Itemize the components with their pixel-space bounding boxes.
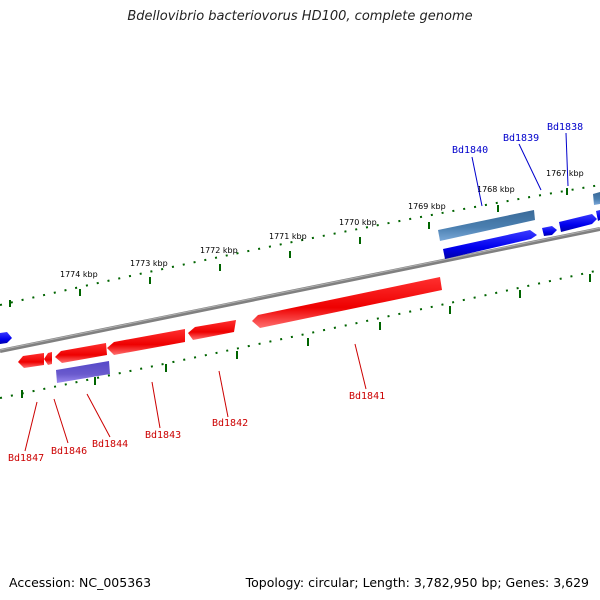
tick-label-1769: 1769 kbp [408, 202, 446, 211]
gene-label-bd1838[interactable]: Bd1838 [547, 122, 583, 133]
forward-gene-bd1839[interactable] [542, 226, 557, 236]
gene-label-bd1844[interactable]: Bd1844 [92, 439, 128, 450]
genome-backbone [0, 227, 600, 353]
tick-label-1774: 1774 kbp [60, 270, 98, 279]
forward-gene-bd1838[interactable] [559, 214, 597, 232]
forward-label-leaders [471, 132, 569, 207]
forward-gene-bd1840[interactable] [443, 230, 537, 259]
tick-label-1771: 1771 kbp [269, 232, 307, 241]
gene-label-bd1840[interactable]: Bd1840 [452, 145, 488, 156]
gene-label-bd1842[interactable]: Bd1842 [212, 418, 248, 429]
tick-label-1767: 1767 kbp [546, 169, 584, 178]
forward-gene-edge[interactable] [596, 210, 600, 221]
reverse-gene-bd1846[interactable] [44, 352, 52, 365]
topology-label: Topology: circular; Length: 3,782,950 bp… [245, 575, 589, 590]
tick-label-1770: 1770 kbp [339, 218, 377, 227]
reverse-gene-bd1841[interactable] [252, 277, 442, 328]
forward-gene-steel-feature[interactable] [438, 210, 535, 241]
reverse-label-leaders [24, 343, 367, 452]
reverse-gene-bd1847[interactable] [18, 353, 44, 368]
forward-feature-edge[interactable] [593, 192, 600, 205]
reverse-feature-purple[interactable] [56, 361, 110, 383]
inner-major-ticks [21, 274, 591, 398]
forward-gene-left-edge[interactable] [0, 332, 12, 344]
reverse-gene-bd1843[interactable] [107, 329, 185, 355]
reverse-gene-bd1844[interactable] [55, 343, 107, 363]
gene-label-bd1839[interactable]: Bd1839 [503, 133, 539, 144]
accession-label: Accession: NC_005363 [9, 575, 152, 590]
gene-label-bd1846[interactable]: Bd1846 [51, 446, 87, 457]
outer-tick-ring [0, 184, 600, 306]
genome-title: Bdellovibrio bacteriovorus HD100, comple… [127, 9, 473, 24]
reverse-gene-bd1842[interactable] [188, 320, 236, 340]
outer-major-ticks [9, 188, 568, 307]
gene-label-bd1843[interactable]: Bd1843 [145, 430, 181, 441]
gene-label-bd1847[interactable]: Bd1847 [8, 453, 44, 464]
tick-label-1773: 1773 kbp [130, 259, 168, 268]
genome-backbone-highlight [0, 227, 600, 351]
gene-label-bd1841[interactable]: Bd1841 [349, 391, 385, 402]
tick-label-1772: 1772 kbp [200, 246, 238, 255]
tick-label-1768: 1768 kbp [477, 185, 515, 194]
